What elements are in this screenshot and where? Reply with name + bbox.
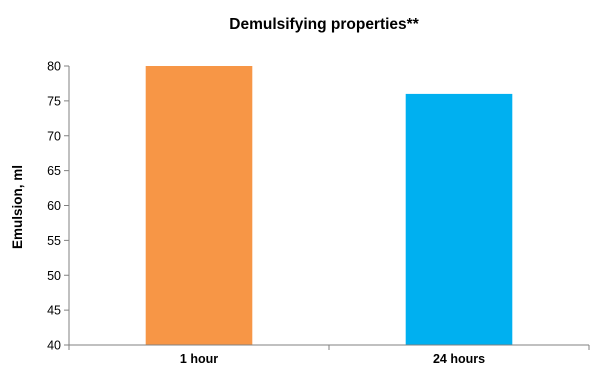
y-tick-label: 80: [47, 60, 61, 74]
bar-1: [145, 66, 253, 345]
y-tick-label: 50: [47, 269, 61, 283]
chart-title: Demulsifying properties**: [229, 16, 419, 33]
y-tick-label: 70: [47, 129, 61, 143]
bar-2: [405, 93, 513, 346]
y-tick-label: 75: [47, 94, 61, 108]
y-axis-label: Emulsion, ml: [10, 165, 25, 249]
y-tick-label: 65: [47, 164, 61, 178]
y-axis: 40 45 50 55 60 65 70 75 80: [47, 60, 70, 353]
y-tick-label: 40: [47, 339, 61, 353]
y-tick-label: 60: [47, 199, 61, 213]
x-tick-label: 1 hour: [180, 352, 218, 366]
y-tick-label: 45: [47, 304, 61, 318]
x-axis: 1 hour 24 hours: [68, 344, 590, 366]
y-tick-label: 55: [47, 234, 61, 248]
bars: [145, 66, 513, 346]
x-tick-label: 24 hours: [433, 352, 485, 366]
